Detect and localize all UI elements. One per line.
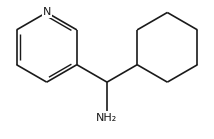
Text: N: N xyxy=(43,8,51,18)
Text: NH₂: NH₂ xyxy=(96,113,118,123)
